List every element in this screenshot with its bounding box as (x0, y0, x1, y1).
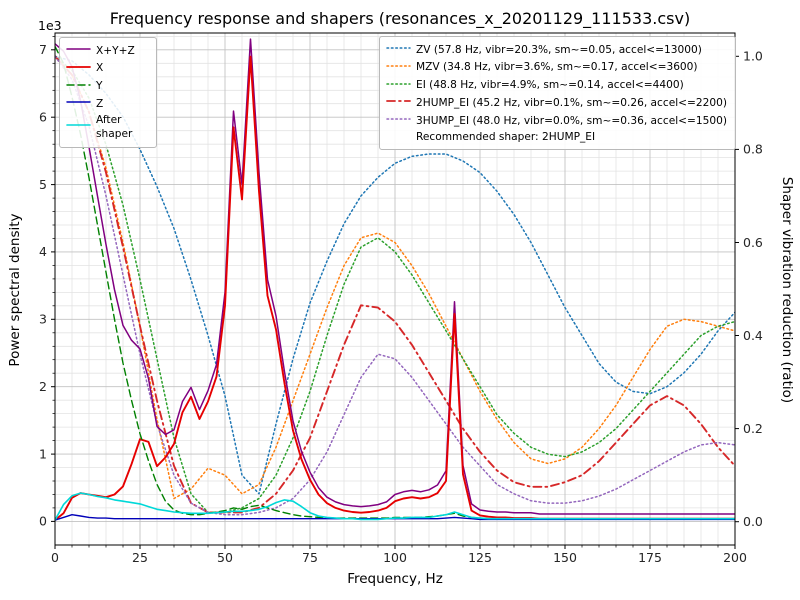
z-swatch-icon (66, 96, 91, 113)
svg-text:3: 3 (39, 312, 47, 327)
3hump-ei-swatch-icon (386, 113, 411, 130)
legend-item: X (66, 61, 148, 78)
x-y-z-swatch-icon (66, 43, 91, 60)
ei-swatch-icon (386, 78, 411, 95)
legend-item-label: Y (96, 80, 103, 93)
svg-text:5: 5 (39, 177, 47, 192)
mzv-swatch-icon (386, 60, 411, 77)
2hump-ei-swatch-icon (386, 95, 411, 112)
svg-text:200: 200 (723, 550, 747, 565)
legend-item: Z (66, 96, 148, 113)
svg-text:1.0: 1.0 (743, 49, 763, 64)
legend-item-label: After shaper (96, 114, 133, 140)
y-axis-left-label: Power spectral density (7, 213, 23, 367)
after-shaper-swatch-icon (66, 119, 91, 136)
legend-item: X+Y+Z (66, 43, 148, 60)
svg-text:100: 100 (383, 550, 407, 565)
svg-text:75: 75 (302, 550, 318, 565)
measured-series-legend: X+Y+Z X Y Z After shaper (59, 37, 157, 148)
svg-text:25: 25 (132, 550, 148, 565)
svg-text:0.2: 0.2 (743, 421, 763, 436)
svg-text:6: 6 (39, 110, 47, 125)
svg-text:175: 175 (638, 550, 662, 565)
svg-text:0.6: 0.6 (743, 235, 763, 250)
shaper-legend-items: ZV (57.8 Hz, vibr=20.3%, sm~=0.05, accel… (386, 42, 727, 130)
recommended-shaper-note: Recommended shaper: 2HUMP_EI (416, 130, 596, 143)
svg-text:0.8: 0.8 (743, 142, 763, 157)
legend-item-label: Z (96, 97, 104, 110)
legend-item: 3HUMP_EI (48.0 Hz, vibr=0.0%, sm~=0.36, … (386, 113, 727, 130)
x-axis-label: Frequency, Hz (347, 571, 443, 587)
y-swatch-icon (66, 79, 91, 96)
svg-text:50: 50 (217, 550, 233, 565)
legend-item-label: X+Y+Z (96, 44, 135, 57)
legend-item: After shaper (66, 114, 148, 142)
legend-item-label: 2HUMP_EI (45.2 Hz, vibr=0.1%, sm~=0.26, … (416, 96, 727, 109)
svg-text:2: 2 (39, 379, 47, 394)
zv-swatch-icon (386, 42, 411, 59)
svg-text:7: 7 (39, 42, 47, 57)
legend-item-label: ZV (57.8 Hz, vibr=20.3%, sm~=0.05, accel… (416, 43, 702, 56)
legend-item: EI (48.8 Hz, vibr=4.9%, sm~=0.14, accel<… (386, 78, 727, 95)
legend-item: Y (66, 79, 148, 96)
svg-text:150: 150 (553, 550, 577, 565)
legend-item: 2HUMP_EI (45.2 Hz, vibr=0.1%, sm~=0.26, … (386, 95, 727, 112)
legend-item-label: 3HUMP_EI (48.0 Hz, vibr=0.0%, sm~=0.36, … (416, 114, 727, 127)
legend-item-label: MZV (34.8 Hz, vibr=3.6%, sm~=0.17, accel… (416, 61, 698, 74)
chart-title: Frequency response and shapers (resonanc… (109, 9, 691, 28)
svg-text:4: 4 (39, 244, 47, 259)
legend-item: ZV (57.8 Hz, vibr=20.3%, sm~=0.05, accel… (386, 42, 727, 59)
legend-item-label: X (96, 62, 104, 75)
svg-text:0.0: 0.0 (743, 514, 763, 529)
x-swatch-icon (66, 61, 91, 78)
svg-text:1: 1 (39, 446, 47, 461)
legend-item-label: EI (48.8 Hz, vibr=4.9%, sm~=0.14, accel<… (416, 79, 684, 92)
svg-text:0.4: 0.4 (743, 328, 763, 343)
shaper-legend: ZV (57.8 Hz, vibr=20.3%, sm~=0.05, accel… (379, 36, 736, 150)
legend-item: MZV (34.8 Hz, vibr=3.6%, sm~=0.17, accel… (386, 60, 727, 77)
y-axis-right-label: Shaper vibration reduction (ratio) (779, 176, 795, 404)
svg-text:125: 125 (468, 550, 492, 565)
y-axis-offset-text: 1e3 (38, 18, 62, 33)
svg-text:0: 0 (51, 550, 59, 565)
svg-text:0: 0 (39, 514, 47, 529)
